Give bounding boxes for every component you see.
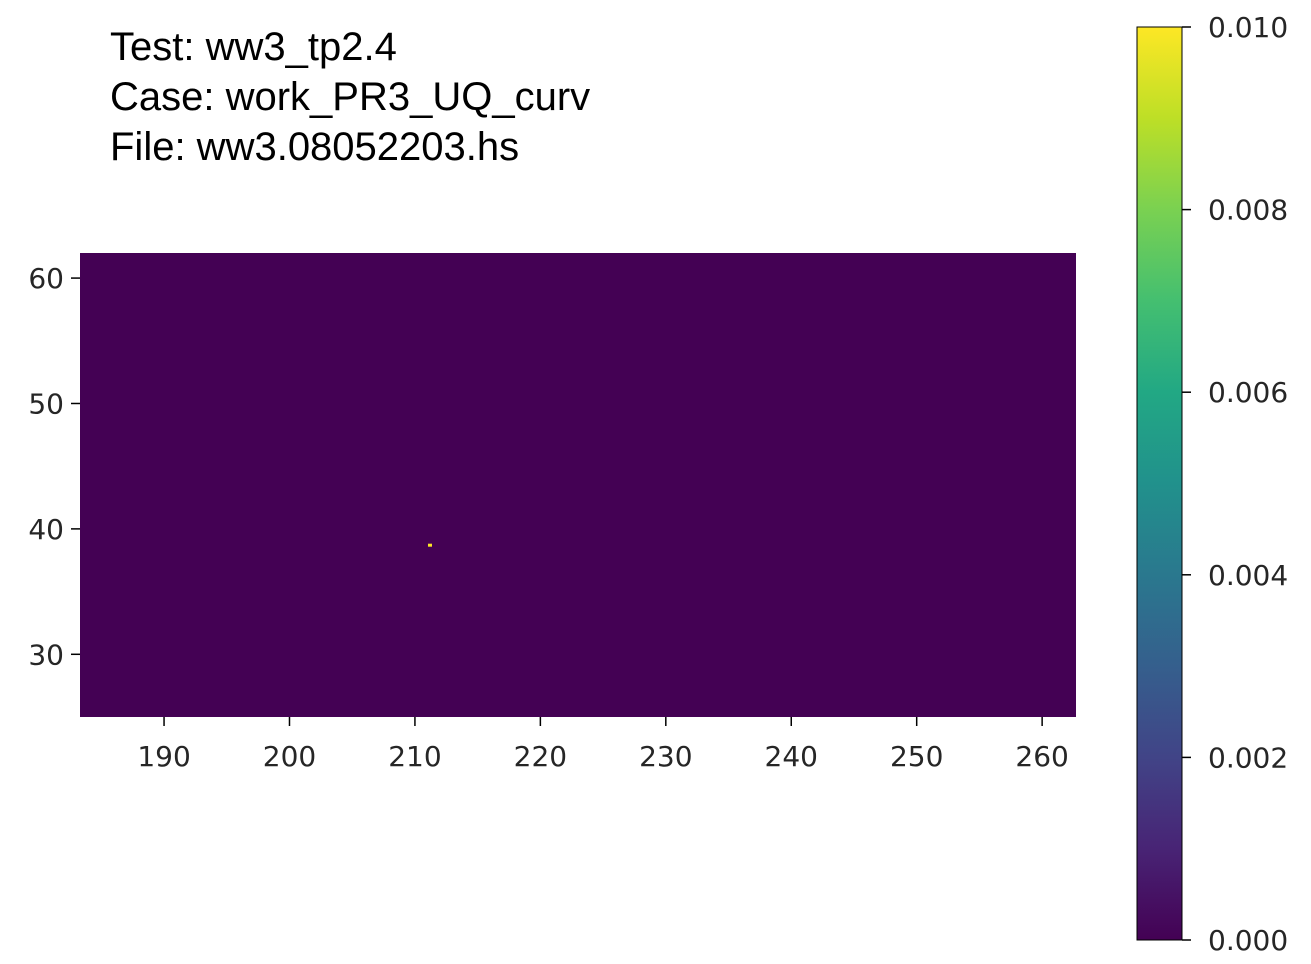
x-tick-label: 230 bbox=[639, 740, 692, 773]
hotspot-cell bbox=[428, 544, 432, 547]
colorbar-tick-label: 0.006 bbox=[1208, 376, 1288, 409]
x-tick-label: 220 bbox=[514, 740, 567, 773]
x-tick-label: 200 bbox=[263, 740, 316, 773]
colorbar-tick-label: 0.010 bbox=[1208, 11, 1288, 44]
x-tick-label: 210 bbox=[388, 740, 441, 773]
colorbar-tick-label: 0.008 bbox=[1208, 194, 1288, 227]
x-tick-label: 250 bbox=[890, 740, 943, 773]
colorbar-tick-label: 0.002 bbox=[1208, 741, 1288, 774]
x-tick-label: 260 bbox=[1015, 740, 1068, 773]
colorbar-tick-label: 0.000 bbox=[1208, 924, 1288, 957]
x-tick-label: 190 bbox=[137, 740, 190, 773]
colorbar bbox=[1137, 27, 1182, 940]
heatmap-field bbox=[80, 253, 1076, 717]
y-tick-label: 50 bbox=[28, 387, 64, 420]
y-tick-label: 60 bbox=[28, 262, 64, 295]
x-tick-label: 240 bbox=[765, 740, 818, 773]
y-tick-label: 30 bbox=[28, 638, 64, 671]
colorbar-tick-label: 0.004 bbox=[1208, 559, 1288, 592]
y-tick-label: 40 bbox=[28, 513, 64, 546]
